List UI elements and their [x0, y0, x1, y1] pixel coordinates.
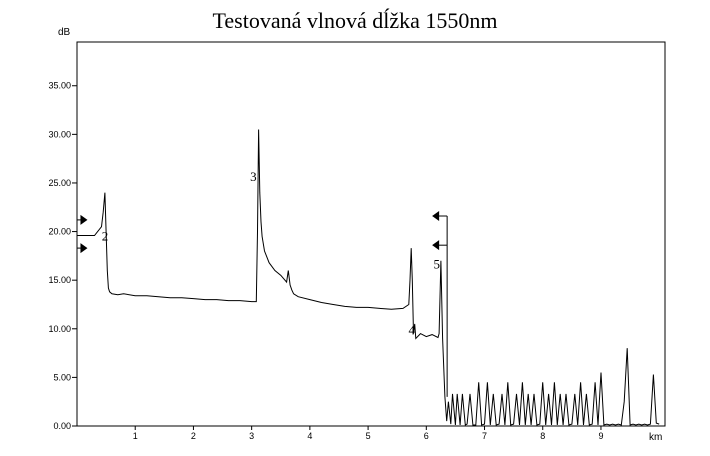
event-labels: 2 3 4 5: [102, 169, 440, 338]
x-axis-unit-label: km: [649, 432, 662, 443]
chart-title: Testovaná vlnová dĺžka 1550nm: [212, 8, 498, 33]
y-tick-label: 30.00: [48, 129, 71, 139]
x-tick-label: 9: [598, 431, 603, 441]
x-tick-label: 4: [307, 431, 312, 441]
marker-arrow-left: [432, 240, 448, 251]
y-tick-label: 5.00: [53, 372, 71, 382]
x-tick-label: 1: [133, 431, 138, 441]
trace-line: [77, 129, 660, 426]
x-tick-label: 5: [366, 431, 371, 441]
y-tick-label: 25.00: [48, 178, 71, 188]
x-tick-label: 8: [540, 431, 545, 441]
y-tick-label: 10.00: [48, 324, 71, 334]
x-tick-label: 3: [249, 431, 254, 441]
marker-arrows: [76, 211, 448, 397]
marker-arrow-right: [77, 243, 88, 254]
event-label: 5: [434, 257, 441, 272]
marker-arrow-right: [77, 214, 88, 225]
marker-arrow-left: [432, 211, 448, 222]
x-axis: 1 2 3 4 5 6 7 8 9: [133, 426, 603, 441]
y-tick-label: 15.00: [48, 275, 71, 285]
y-tick-label: 35.00: [48, 81, 71, 91]
event-label: 4: [409, 323, 416, 338]
plot-frame: [76, 41, 666, 427]
x-tick-label: 7: [482, 431, 487, 441]
y-tick-label: 0.00: [53, 421, 71, 431]
x-tick-label: 2: [191, 431, 196, 441]
x-tick-label: 6: [424, 431, 429, 441]
event-label: 2: [102, 228, 109, 243]
y-axis-unit-label: dB: [58, 27, 71, 38]
y-axis: 0.00 5.00 10.00 15.00 20.00 25.00 30.00 35.00: [48, 81, 77, 431]
y-tick-label: 20.00: [48, 227, 71, 237]
event-label: 3: [250, 169, 257, 184]
